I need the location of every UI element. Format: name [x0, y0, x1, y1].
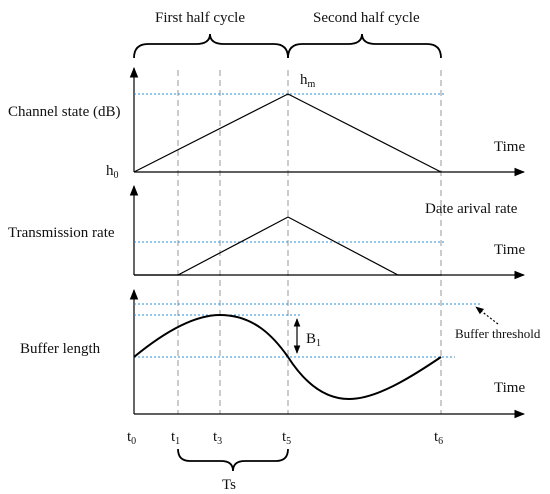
h0-label: h0 [106, 163, 119, 181]
hm-label: hm [300, 72, 316, 90]
ts-brace [177, 448, 289, 472]
b1-label: B1 [306, 331, 321, 349]
tick-t3: t3 [213, 429, 222, 447]
tick-t5: t5 [282, 429, 291, 447]
channel-time-label: Time [494, 139, 525, 155]
second-half-cycle-label: Second half cycle [313, 10, 420, 26]
tick-t0: t0 [127, 429, 136, 447]
rate-time-label: Time [494, 242, 525, 258]
buffer-length-curve [133, 313, 442, 401]
first-half-brace [133, 33, 289, 59]
tick-t1: t1 [171, 429, 180, 447]
buffer-time-label: Time [494, 380, 525, 396]
second-half-brace [287, 33, 442, 59]
arrival-rate-label: Date arival rate [425, 201, 518, 217]
buffer-length-label: Buffer length [20, 341, 101, 357]
channel-state-curve [133, 93, 442, 173]
transmission-rate-label: Transmission rate [8, 225, 115, 241]
transmission-rate-curve [134, 216, 441, 276]
ts-label: Ts [222, 477, 236, 493]
buffer-threshold-label: Buffer threshold [455, 326, 541, 341]
threshold-pointer [475, 306, 499, 325]
first-half-cycle-label: First half cycle [155, 10, 245, 26]
channel-state-label: Channel state (dB) [8, 104, 120, 120]
tick-t6: t6 [434, 429, 443, 447]
